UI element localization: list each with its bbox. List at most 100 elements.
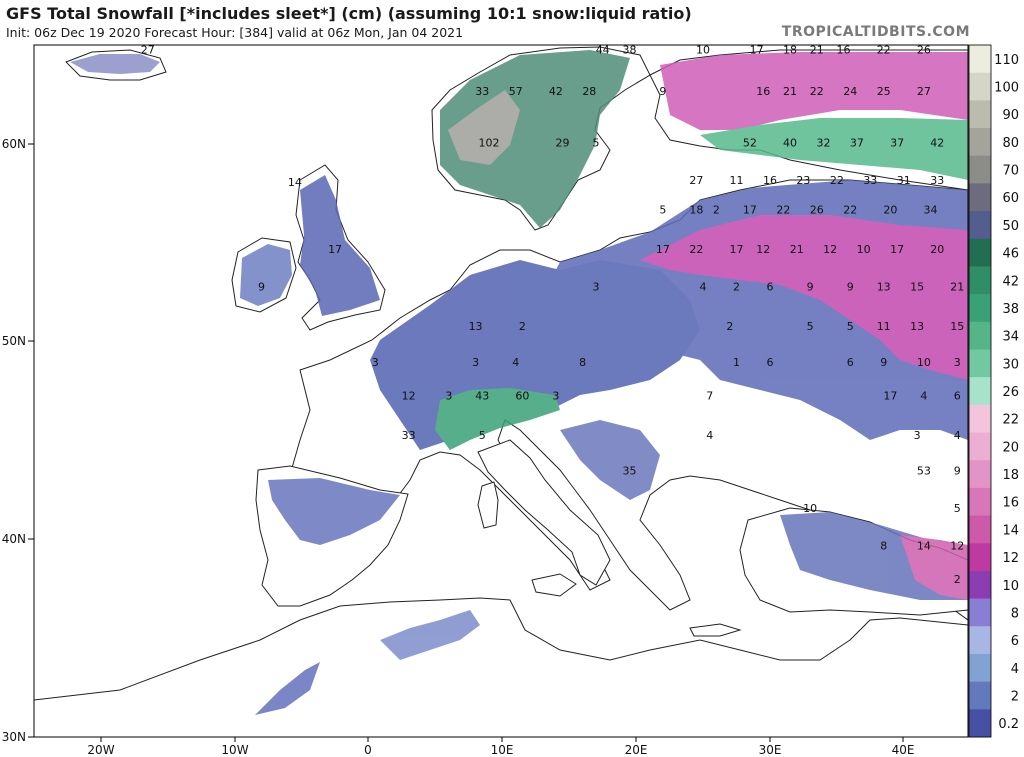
legend-swatch — [969, 404, 991, 434]
snowfall-value-label: 20 — [930, 243, 944, 256]
snowfall-value-label: 6 — [766, 356, 773, 369]
legend-label: 22 — [1002, 413, 1019, 428]
legend-swatch — [969, 45, 991, 74]
snowfall-value-label: 17 — [890, 243, 904, 256]
legend-swatch — [969, 515, 991, 544]
snowfall-value-label: 32 — [816, 137, 830, 150]
land-crete — [689, 623, 742, 637]
legend-label: 14 — [1002, 523, 1019, 538]
snowfall-value-label: 43 — [475, 389, 489, 402]
legend-label: 8 — [1011, 606, 1019, 621]
legend-swatch — [969, 681, 991, 710]
lat-tick-label: 30N — [2, 730, 26, 744]
snow-russia-magenta — [660, 52, 968, 130]
snowfall-value-label: 12 — [950, 539, 964, 552]
snowfall-value-label: 9 — [880, 356, 887, 369]
lat-tick-label: 40N — [2, 532, 26, 546]
legend-label: 60 — [1002, 191, 1019, 206]
snowfall-value-label: 102 — [478, 137, 499, 150]
snowfall-value-label: 22 — [689, 243, 703, 256]
snowfall-value-label: 42 — [549, 85, 563, 98]
snow-scandinavia-mountain — [448, 90, 520, 165]
snowfall-value-label: 5 — [593, 137, 600, 150]
land-sicily — [531, 573, 577, 597]
snowfall-value-label: 21 — [790, 243, 804, 256]
snow-alps — [435, 388, 560, 450]
snowfall-value-label: 3 — [593, 281, 600, 294]
snow-iceland — [70, 54, 160, 74]
snowfall-value-label: 22 — [877, 44, 891, 57]
snowfall-value-label: 6 — [954, 389, 961, 402]
snowfall-value-label: 22 — [843, 204, 857, 217]
snowfall-value-label: 52 — [743, 137, 757, 150]
legend-label: 2 — [1011, 689, 1019, 704]
snowfall-value-label: 4 — [954, 429, 961, 442]
snow-russia-green — [700, 118, 968, 180]
map-title: GFS Total Snowfall [*includes sleet*] (c… — [6, 4, 692, 23]
snowfall-value-label: 8 — [880, 539, 887, 552]
snowfall-value-label: 17 — [730, 243, 744, 256]
snowfall-value-label: 5 — [479, 429, 486, 442]
snow-north-africa — [380, 610, 480, 660]
legend-label: 42 — [1002, 274, 1019, 289]
legend-label: 12 — [1002, 551, 1019, 566]
snowfall-value-label: 26 — [917, 44, 931, 57]
lon-tick-label: 10E — [491, 743, 514, 757]
snowfall-value-label: 26 — [810, 204, 824, 217]
snow-ireland — [240, 244, 292, 306]
lon-tick-label: 20E — [625, 743, 648, 757]
lat-tick-label: 50N — [2, 334, 26, 348]
snowfall-value-label: 12 — [756, 243, 770, 256]
land-sardinia — [477, 481, 499, 529]
snowfall-value-label: 60 — [515, 389, 529, 402]
snowfall-value-label: 18 — [783, 44, 797, 57]
snowfall-value-label: 17 — [743, 204, 757, 217]
snowfall-legend: 1101009080706050464238343026222018161412… — [968, 44, 1019, 738]
lon-tick-label: 0 — [364, 743, 372, 757]
snowfall-value-label: 5 — [807, 320, 814, 333]
snowfall-value-label: 14 — [917, 539, 931, 552]
snowfall-value-label: 4 — [920, 389, 927, 402]
snowfall-value-label: 9 — [258, 281, 265, 294]
legend-swatch — [969, 266, 991, 295]
snowfall-value-label: 6 — [766, 281, 773, 294]
snowfall-value-label: 10 — [696, 44, 710, 57]
snowfall-value-label: 9 — [659, 85, 666, 98]
snowfall-value-label: 6 — [847, 356, 854, 369]
snowfall-value-label: 12 — [823, 243, 837, 256]
snowfall-value-label: 34 — [924, 204, 938, 217]
snow-russia-pink — [640, 215, 968, 380]
legend-swatch — [969, 487, 991, 517]
snowfall-value-label: 15 — [910, 281, 924, 294]
legend-swatch — [969, 72, 991, 101]
snowfall-value-label: 5 — [659, 204, 666, 217]
snowfall-value-label: 18 — [689, 204, 703, 217]
snowfall-value-label: 53 — [917, 464, 931, 477]
snowfall-value-label: 24 — [843, 85, 857, 98]
legend-swatch — [969, 570, 991, 600]
brand-watermark: TROPICALTIDBITS.COM — [781, 24, 970, 40]
legend-swatch — [969, 349, 991, 378]
legend-swatch — [969, 377, 991, 406]
snowfall-value-label: 23 — [796, 174, 810, 187]
snowfall-value-label: 27 — [141, 44, 155, 57]
lon-tick-label: 10W — [221, 743, 248, 757]
snowfall-value-label: 27 — [689, 174, 703, 187]
legend-label: 26 — [1002, 385, 1019, 400]
legend-swatch — [969, 321, 991, 350]
snowfall-value-label: 11 — [730, 174, 744, 187]
legend-swatch — [969, 432, 991, 461]
snowfall-value-label: 17 — [656, 243, 670, 256]
snow-scandinavia — [440, 50, 630, 228]
legend-swatch — [969, 543, 991, 572]
legend-swatch — [969, 294, 991, 323]
snowfall-value-label: 9 — [807, 281, 814, 294]
map-subtitle: Init: 06z Dec 19 2020 Forecast Hour: [38… — [6, 25, 464, 40]
snow-iberia — [268, 478, 400, 545]
lat-axis: 60N 50N 40N 30N — [2, 137, 34, 744]
snowfall-value-label: 15 — [950, 320, 964, 333]
snowfall-value-label: 31 — [897, 174, 911, 187]
snowfall-value-label: 3 — [954, 356, 961, 369]
